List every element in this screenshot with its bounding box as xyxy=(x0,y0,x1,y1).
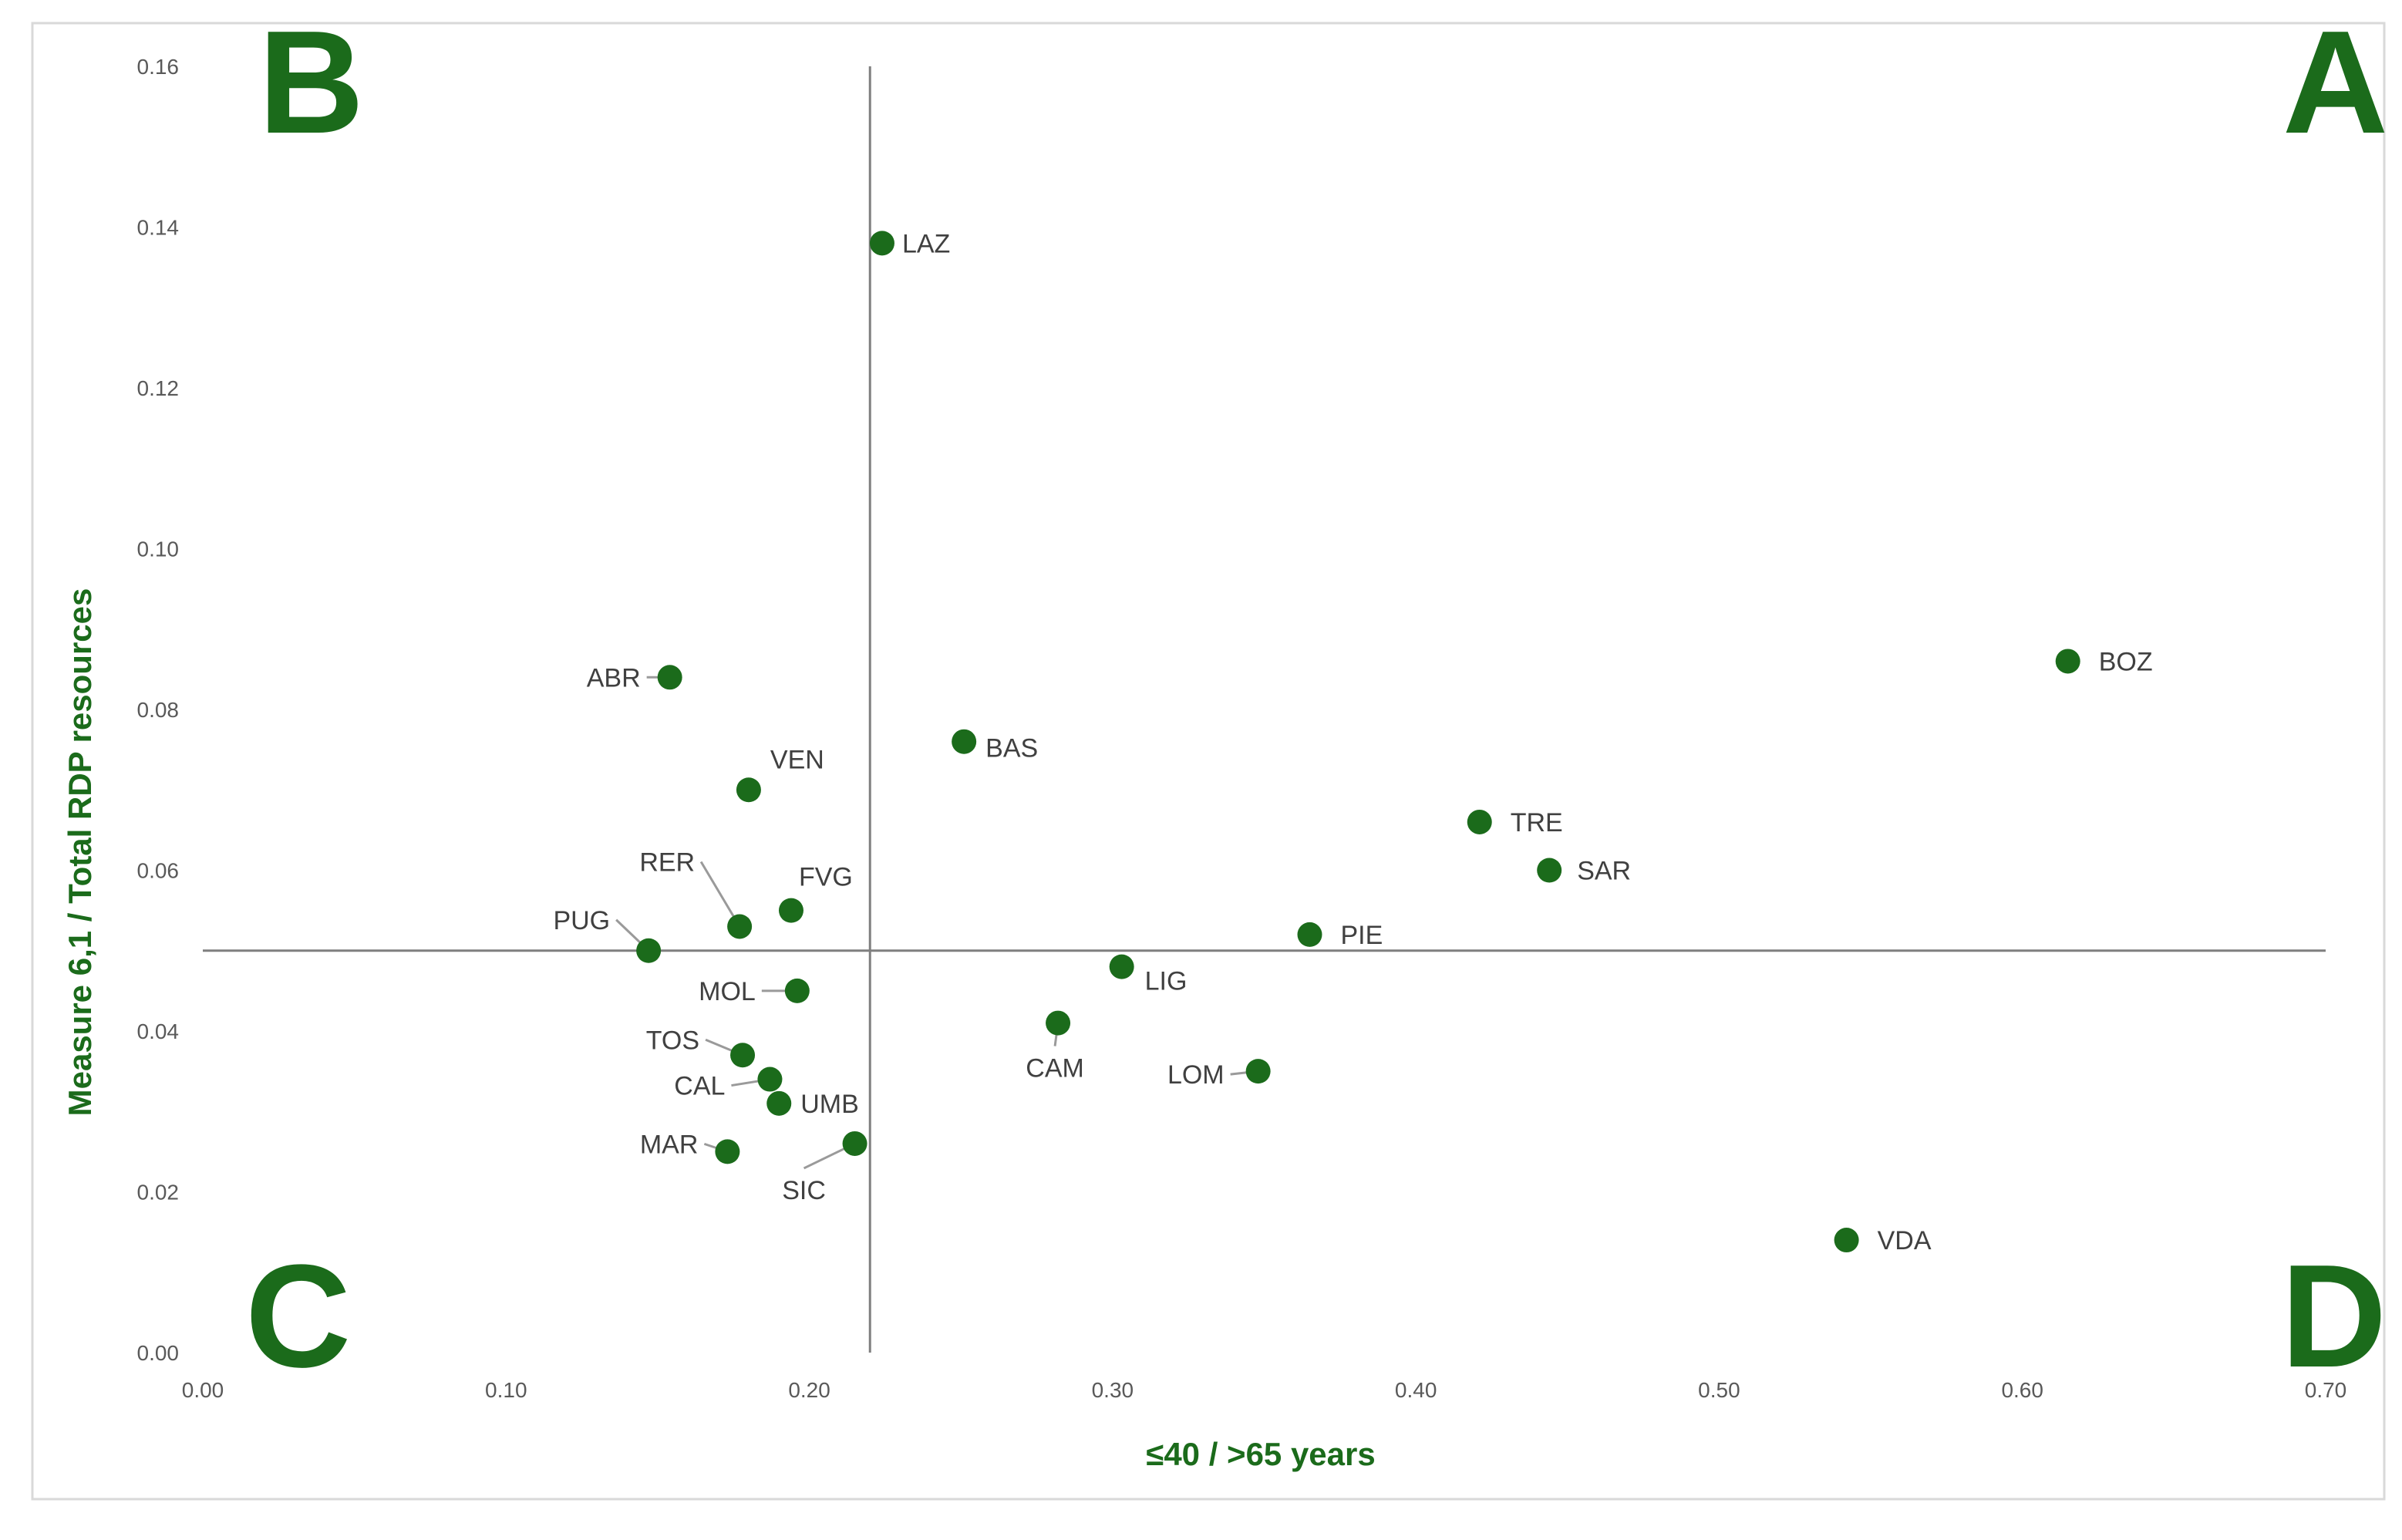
leader-line-rer xyxy=(699,861,741,928)
quadrant-label-bottom-left: C xyxy=(245,1235,351,1398)
point-label-umb: UMB xyxy=(800,1090,859,1119)
point-label-laz: LAZ xyxy=(902,229,950,258)
data-point-cal xyxy=(757,1067,783,1092)
x-tick-label: 0.40 xyxy=(1395,1378,1437,1402)
data-point-tos xyxy=(730,1043,756,1068)
y-tick-label: 0.02 xyxy=(137,1181,180,1205)
data-point-rer xyxy=(727,914,753,939)
data-point-tre xyxy=(1467,809,1492,834)
quadrant-label-top-right: A xyxy=(2282,1,2388,164)
x-tick-label: 0.70 xyxy=(2305,1378,2347,1402)
point-label-bas: BAS xyxy=(985,734,1038,763)
point-label-abr: ABR xyxy=(587,663,641,692)
point-label-pug: PUG xyxy=(553,906,610,935)
data-point-cam xyxy=(1046,1010,1071,1036)
point-label-tre: TRE xyxy=(1511,808,1563,837)
x-tick-label: 0.50 xyxy=(1698,1378,1740,1402)
point-label-boz: BOZ xyxy=(2099,647,2153,676)
data-point-bas xyxy=(952,729,977,754)
y-tick-label: 0.06 xyxy=(137,859,180,883)
x-tick-label: 0.20 xyxy=(788,1378,830,1402)
x-axis-title: ≤40 / >65 years xyxy=(1146,1436,1375,1472)
data-point-boz xyxy=(2055,649,2080,674)
y-tick-label: 0.16 xyxy=(137,55,180,79)
point-label-sar: SAR xyxy=(1577,857,1631,886)
data-point-sar xyxy=(1537,858,1562,883)
quadrant-label-top-left: B xyxy=(258,1,364,164)
data-point-umb xyxy=(766,1090,792,1116)
point-label-rer: RER xyxy=(639,848,695,877)
chart-border xyxy=(31,22,2386,1501)
point-label-tos: TOS xyxy=(646,1026,699,1055)
x-tick-label: 0.00 xyxy=(182,1378,224,1402)
data-point-fvg xyxy=(778,898,803,923)
point-label-fvg: FVG xyxy=(799,863,853,892)
data-point-vda xyxy=(1834,1228,1859,1253)
point-label-ven: VEN xyxy=(770,745,824,774)
data-point-sic xyxy=(842,1131,867,1156)
data-point-ven xyxy=(736,777,761,803)
data-point-pie xyxy=(1297,922,1322,947)
y-tick-label: 0.00 xyxy=(137,1341,180,1365)
point-label-cam: CAM xyxy=(1026,1054,1084,1083)
y-tick-label: 0.14 xyxy=(137,216,180,240)
data-point-abr xyxy=(657,665,682,690)
x-axis-ticks: 0.00 0.10 0.20 0.30 0.40 0.50 0.60 0.70 xyxy=(182,1378,2347,1402)
y-tick-label: 0.08 xyxy=(137,698,180,722)
point-label-pie: PIE xyxy=(1340,921,1383,950)
y-tick-label: 0.04 xyxy=(137,1019,180,1043)
point-label-cal: CAL xyxy=(674,1072,725,1101)
point-label-lom: LOM xyxy=(1167,1060,1225,1090)
point-label-sic: SIC xyxy=(782,1176,826,1205)
y-tick-label: 0.12 xyxy=(137,376,180,400)
data-points xyxy=(636,231,2080,1253)
point-label-lig: LIG xyxy=(1145,967,1188,996)
x-tick-label: 0.30 xyxy=(1092,1378,1134,1402)
point-labels: LAZ BOZ ABR BAS VEN TRE SAR FVG RER PIE PUG LIG MOL C… xyxy=(553,229,2152,1255)
data-point-mol xyxy=(784,978,810,1003)
y-axis-ticks: 0.00 0.02 0.04 0.06 0.08 0.10 0.12 0.14 0.16 xyxy=(137,55,180,1365)
y-axis-title: Measure 6,1 / Total RDP resources xyxy=(62,588,98,1117)
data-point-lom xyxy=(1245,1059,1271,1084)
point-label-mol: MOL xyxy=(699,977,756,1006)
x-tick-label: 0.10 xyxy=(485,1378,527,1402)
data-point-laz xyxy=(869,231,894,256)
data-point-lig xyxy=(1109,954,1134,979)
point-label-vda: VDA xyxy=(1878,1226,1932,1255)
y-tick-label: 0.10 xyxy=(137,537,180,561)
data-point-mar xyxy=(715,1139,740,1164)
data-point-pug xyxy=(636,938,662,963)
point-label-mar: MAR xyxy=(640,1130,699,1159)
quadrant-label-bottom-right: D xyxy=(2281,1235,2387,1398)
x-tick-label: 0.60 xyxy=(2001,1378,2043,1402)
